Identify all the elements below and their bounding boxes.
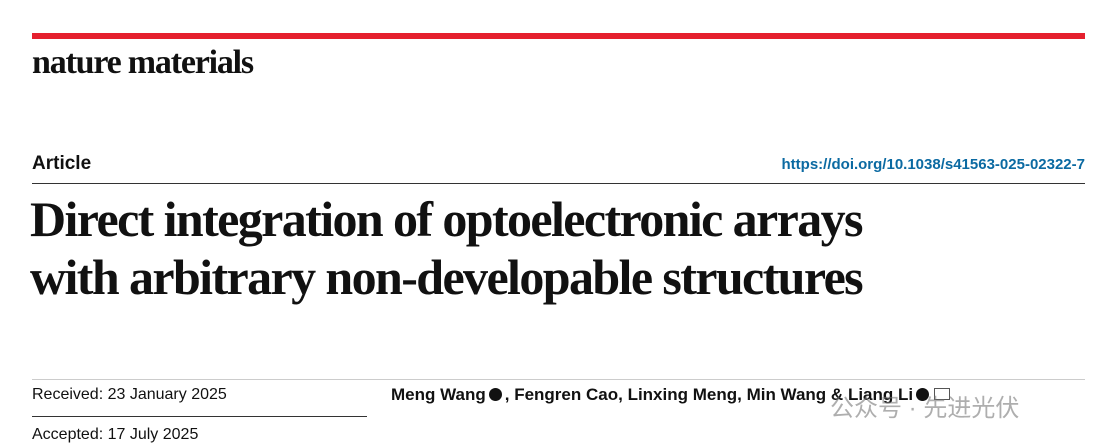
- watermark: 公众号 · 先进光伏: [830, 395, 1020, 422]
- author-separator: ,: [737, 385, 747, 404]
- journal-name: nature materials: [32, 44, 254, 81]
- red-bar: [32, 33, 1085, 39]
- title-line: Direct integration of optoelectronic arr…: [30, 191, 863, 247]
- article-type: Article: [32, 153, 92, 174]
- author-name[interactable]: Min Wang: [746, 385, 827, 404]
- author-name[interactable]: Linxing Meng: [627, 385, 738, 404]
- title-line: with arbitrary non-developable structure…: [30, 249, 864, 305]
- email-icon[interactable]: [934, 388, 951, 400]
- rule: [32, 416, 367, 417]
- orcid-icon[interactable]: [488, 388, 502, 401]
- author-name[interactable]: Meng Wang: [391, 385, 486, 404]
- author-separator: ,: [504, 385, 515, 404]
- author-name[interactable]: Liang Li: [847, 385, 914, 404]
- accepted-date: Accepted: 17 July 2025: [32, 426, 199, 443]
- rule: [32, 183, 1085, 184]
- author-separator: &: [826, 385, 848, 404]
- author-name[interactable]: Fengren Cao: [514, 385, 619, 404]
- received-date: Received: 23 January 2025: [32, 386, 227, 403]
- orcid-icon[interactable]: [916, 388, 930, 401]
- authors: Meng Wang, Fengren Cao, Linxing Meng, Mi…: [391, 385, 951, 405]
- doi-link[interactable]: https://doi.org/10.1038/s41563-025-02322…: [781, 156, 1086, 173]
- author-separator: ,: [618, 385, 628, 404]
- rule: [32, 379, 1085, 380]
